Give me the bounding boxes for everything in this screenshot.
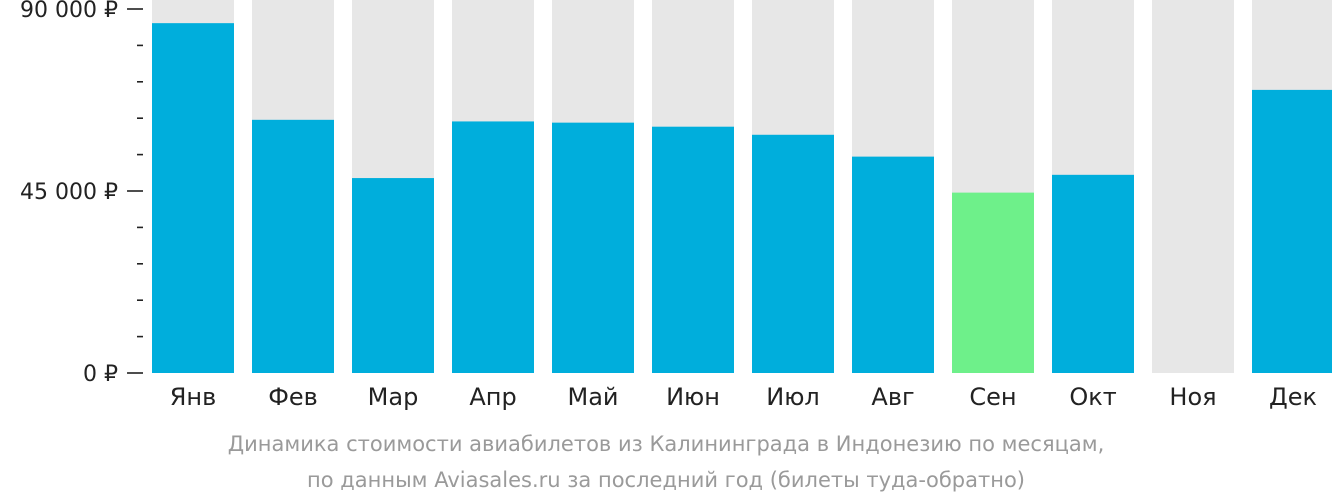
bar[interactable] [1252, 89, 1332, 373]
bar[interactable] [952, 192, 1034, 373]
x-tick-label: Май [567, 383, 618, 411]
bar[interactable] [852, 156, 934, 373]
chart-caption-line-1: Динамика стоимости авиабилетов из Калини… [227, 432, 1105, 456]
bar[interactable] [152, 23, 234, 374]
x-tick-label: Окт [1069, 383, 1116, 411]
x-tick-label: Фев [268, 383, 318, 411]
x-axis-labels: Янв Фев Мар Апр Май Июн Июл Авг Сен Окт Ноя Дек [170, 383, 1317, 411]
price-bar-chart: 0 ₽ 45 000 ₽ 90 000 ₽ Янв Фев Мар Апр Май Июн Ию… [20, 0, 1332, 411]
x-tick-label: Дек [1269, 383, 1317, 411]
x-tick-label: Ноя [1169, 383, 1216, 411]
x-tick-label: Июл [766, 383, 820, 411]
x-tick-label: Мар [368, 383, 419, 411]
bars [152, 23, 1332, 374]
x-tick-label: Апр [469, 383, 516, 411]
bar-background-column [1152, 0, 1234, 373]
y-axis: 0 ₽ 45 000 ₽ 90 000 ₽ [20, 0, 143, 387]
bar[interactable] [1052, 174, 1134, 373]
bar[interactable] [452, 121, 534, 374]
bar[interactable] [752, 134, 834, 373]
x-tick-label: Сен [969, 383, 1016, 411]
bar[interactable] [652, 126, 734, 374]
bar[interactable] [252, 119, 334, 373]
bar[interactable] [552, 122, 634, 373]
y-tick-label: 0 ₽ [83, 362, 118, 387]
bar[interactable] [352, 178, 434, 373]
x-tick-label: Июн [666, 383, 720, 411]
x-tick-label: Янв [170, 383, 217, 411]
x-tick-label: Авг [871, 383, 914, 411]
y-tick-label: 45 000 ₽ [20, 180, 118, 205]
chart-caption-line-2: по данным Aviasales.ru за последний год … [307, 468, 1025, 492]
y-tick-label: 90 000 ₽ [20, 0, 118, 23]
